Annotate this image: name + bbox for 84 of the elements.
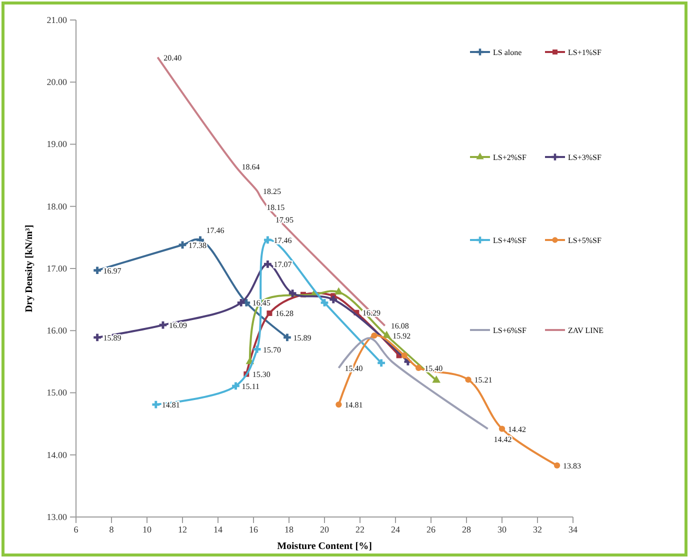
point bbox=[266, 310, 272, 316]
legend-label: LS alone bbox=[493, 48, 522, 57]
x-tick-label: 22 bbox=[356, 524, 364, 534]
data-label: 16.97 bbox=[103, 266, 122, 276]
x-tick-label: 18 bbox=[284, 524, 294, 534]
x-tick-label: 28 bbox=[462, 524, 472, 534]
x-tick-label: 8 bbox=[109, 524, 114, 534]
point bbox=[253, 346, 261, 353]
data-label: 14.42 bbox=[508, 424, 526, 434]
data-label: 15.89 bbox=[103, 333, 122, 342]
y-tick-label: 21.00 bbox=[46, 14, 68, 25]
legend-label: LS+1%SF bbox=[568, 48, 602, 57]
x-tick-label: 12 bbox=[178, 524, 187, 534]
data-label: 15.92 bbox=[392, 332, 411, 341]
x-axis-title: Moisture Content [%] bbox=[277, 541, 372, 552]
point bbox=[178, 241, 186, 249]
point bbox=[152, 400, 160, 408]
point bbox=[94, 266, 101, 274]
x-tick-label: 32 bbox=[533, 524, 542, 534]
point bbox=[320, 298, 328, 306]
y-tick-label: 20.00 bbox=[46, 77, 68, 88]
x-tick-label: 24 bbox=[391, 524, 400, 534]
y-tick-label: 18.00 bbox=[46, 201, 68, 212]
point bbox=[336, 401, 342, 408]
point bbox=[401, 352, 408, 359]
data-label: 15.30 bbox=[252, 370, 270, 380]
y-tick-label: 14.00 bbox=[46, 450, 68, 460]
point bbox=[264, 236, 272, 244]
y-tick-label: 13.00 bbox=[46, 512, 68, 522]
data-label: 14.42 bbox=[494, 434, 512, 444]
point bbox=[284, 334, 291, 342]
point bbox=[237, 298, 245, 306]
y-tick-label: 15.00 bbox=[46, 388, 68, 398]
data-label: 15.89 bbox=[293, 333, 312, 342]
y-tick-label: 17.00 bbox=[46, 263, 68, 274]
point bbox=[432, 376, 440, 383]
point bbox=[330, 296, 338, 304]
data-label: 16.08 bbox=[390, 322, 409, 331]
legend-label: LS+4%SF bbox=[493, 236, 527, 245]
data-label: 17.46 bbox=[274, 236, 292, 245]
data-label: 17.46 bbox=[206, 226, 224, 235]
x-tick-label: 20 bbox=[320, 524, 330, 534]
point bbox=[288, 290, 296, 298]
point bbox=[382, 330, 391, 338]
x-tick-label: 10 bbox=[142, 524, 152, 534]
data-label: 18.64 bbox=[242, 162, 260, 172]
data-label: 17.95 bbox=[275, 215, 294, 224]
point bbox=[415, 364, 422, 371]
x-tick-label: 34 bbox=[568, 524, 578, 534]
point bbox=[264, 260, 272, 268]
legend-label: LS+6%SF bbox=[493, 326, 527, 335]
data-label: 14.81 bbox=[344, 400, 363, 410]
y-tick-label: 16.00 bbox=[46, 326, 68, 336]
data-label: 15.21 bbox=[474, 376, 492, 385]
point bbox=[232, 382, 240, 390]
point bbox=[334, 287, 343, 295]
point bbox=[378, 359, 385, 367]
point bbox=[465, 376, 472, 383]
data-label: 15.70 bbox=[263, 345, 282, 354]
data-label: 15.11 bbox=[242, 382, 260, 391]
data-label: 16.28 bbox=[275, 309, 294, 318]
x-tick-label: 14 bbox=[214, 524, 223, 534]
y-axis-title: Dry Density [kN/m³] bbox=[24, 224, 35, 312]
data-label: 17.38 bbox=[188, 240, 206, 250]
point bbox=[554, 462, 560, 469]
point bbox=[498, 426, 506, 432]
x-tick-label: 16 bbox=[249, 524, 258, 534]
x-tick-label: 26 bbox=[426, 524, 436, 534]
data-label: 16.09 bbox=[168, 321, 187, 330]
point bbox=[371, 332, 378, 339]
data-label: 18.15 bbox=[266, 203, 285, 212]
legend-label: LS+5%SF bbox=[568, 236, 602, 245]
point bbox=[94, 334, 101, 342]
data-label: 17.07 bbox=[274, 260, 292, 270]
legend-label: ZAV LINE bbox=[568, 326, 604, 335]
data-label: 18.25 bbox=[263, 186, 282, 196]
y-tick-label: 19.00 bbox=[46, 139, 68, 150]
legend-label: LS+3%SF bbox=[568, 153, 602, 162]
x-tick-label: 30 bbox=[498, 524, 507, 534]
data-label: 13.83 bbox=[563, 461, 582, 470]
x-tick-label: 6 bbox=[74, 524, 79, 534]
data-label: 20.40 bbox=[164, 53, 182, 62]
line-series bbox=[156, 56, 386, 327]
legend-label: LS+2%SF bbox=[493, 153, 527, 162]
